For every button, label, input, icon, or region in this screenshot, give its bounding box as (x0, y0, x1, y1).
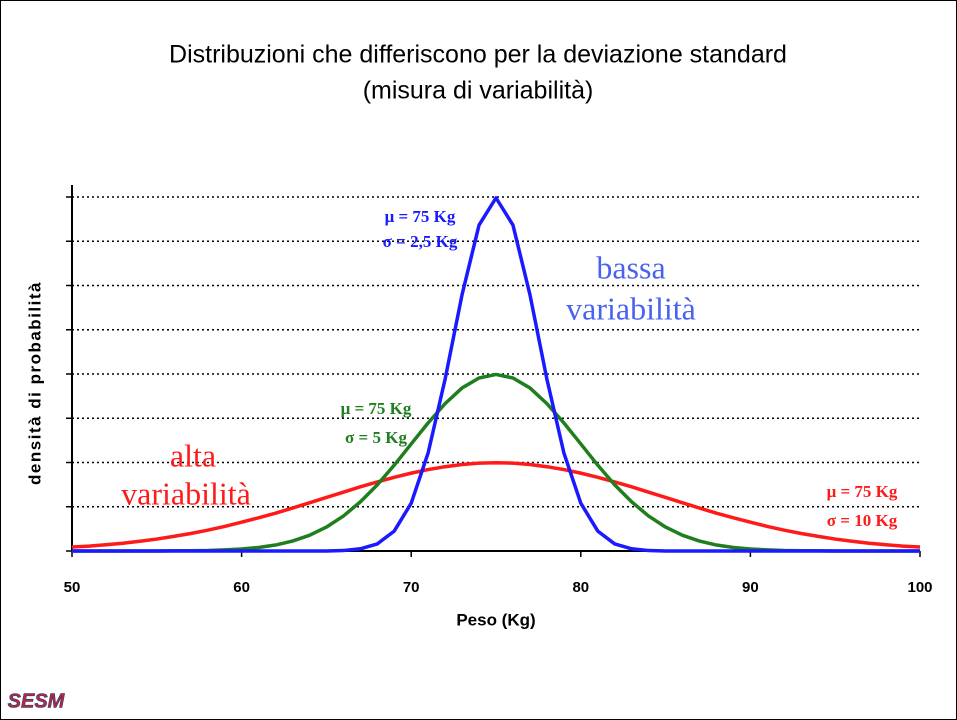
annotation: μ = 75 Kg (385, 207, 456, 226)
chart-title: Distribuzioni che differiscono per la de… (169, 41, 787, 69)
legend-label: σ = 5 Kg (345, 428, 407, 447)
series-line (72, 196, 920, 553)
legend-label: σ = 2,5 Kg (383, 232, 458, 251)
annotation: alta (170, 437, 216, 473)
x-tick-label: 60 (233, 579, 250, 596)
annotation: bassa (596, 249, 665, 285)
x-tick-label: 80 (572, 579, 589, 596)
annotation: variabilità (121, 475, 251, 511)
chart-subtitle: (misura di variabilità) (363, 77, 594, 105)
x-axis-label: Peso (Kg) (456, 610, 535, 629)
annotation: variabilità (566, 290, 696, 326)
legend-label: σ = 10 Kg (827, 511, 898, 530)
y-axis-label: densità di probabilità (25, 281, 44, 485)
x-tick-label: 70 (403, 579, 420, 596)
plot-area: 50 60 70 80 90 100 (64, 185, 933, 596)
annotation: μ = 75 Kg (827, 482, 898, 501)
annotation: μ = 75 Kg (341, 399, 412, 418)
x-tick-label: 90 (742, 579, 759, 596)
series-line (71, 460, 921, 549)
x-tick-label: 50 (64, 579, 81, 596)
logo: SESM (8, 690, 66, 712)
x-tick-label: 100 (907, 579, 932, 596)
